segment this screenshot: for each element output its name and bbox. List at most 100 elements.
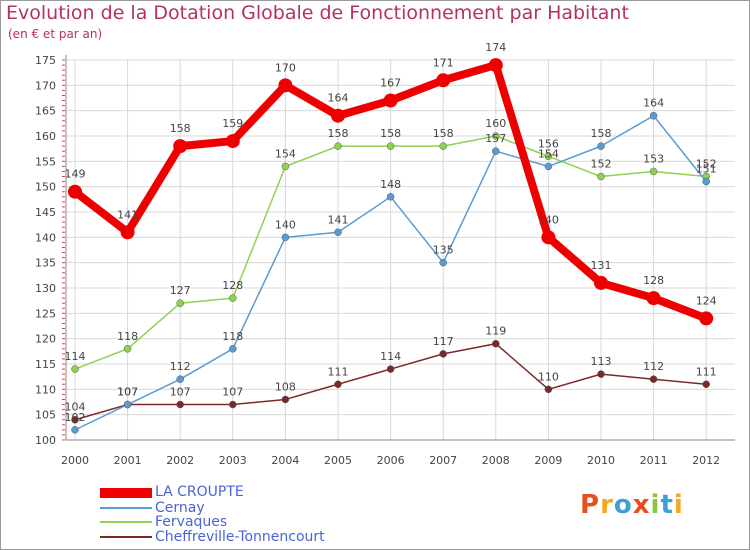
- x-tick-label: 2003: [219, 454, 247, 467]
- data-label: 113: [591, 355, 612, 368]
- data-label: 164: [328, 92, 349, 105]
- data-label: 114: [65, 350, 86, 363]
- legend-swatch-rect: [100, 521, 152, 523]
- data-point: [492, 147, 500, 155]
- data-label: 158: [380, 127, 401, 140]
- data-point: [544, 385, 553, 394]
- y-tick-label: 130: [35, 282, 56, 295]
- data-point: [281, 233, 290, 242]
- legend-label-la-croupte: LA CROUPTE: [155, 484, 244, 500]
- data-point: [541, 230, 556, 245]
- y-tick-label: 115: [35, 358, 56, 371]
- y-tick-label: 160: [35, 130, 56, 143]
- data-point: [281, 162, 290, 171]
- data-label: 174: [485, 41, 506, 54]
- x-tick-label: 2012: [692, 454, 720, 467]
- legend-label-fervaques: Fervaques: [155, 514, 228, 530]
- data-point: [123, 345, 132, 353]
- data-label: 104: [65, 401, 86, 414]
- data-label: 110: [538, 370, 559, 383]
- legend-swatch-fervaques: [100, 521, 152, 523]
- data-label: 111: [328, 365, 349, 378]
- chart-title: Evolution de la Dotation Globale de Fonc…: [6, 2, 629, 24]
- x-tick-label: 2001: [114, 454, 142, 467]
- data-label: 108: [275, 380, 296, 393]
- legend-label-cernay: Cernay: [155, 500, 205, 516]
- y-tick-label: 140: [35, 231, 56, 244]
- y-tick-label: 145: [35, 206, 56, 219]
- data-point: [492, 132, 500, 140]
- data-label: 117: [433, 335, 454, 348]
- data-point: [229, 345, 237, 353]
- data-point: [544, 152, 553, 161]
- data-label: 114: [380, 350, 401, 363]
- data-point: [702, 177, 710, 186]
- data-point: [225, 134, 240, 149]
- y-tick-label: 135: [35, 257, 56, 270]
- data-point: [436, 73, 451, 88]
- data-point: [120, 225, 135, 240]
- data-point: [176, 375, 184, 383]
- data-label: 112: [170, 360, 191, 373]
- data-point: [176, 299, 184, 307]
- data-label: 118: [222, 330, 243, 343]
- data-point: [281, 395, 290, 404]
- data-label: 112: [643, 360, 664, 373]
- y-tick-label: 100: [35, 434, 56, 447]
- logo-letter: t: [660, 490, 674, 520]
- data-point: [123, 400, 132, 409]
- data-point: [278, 78, 293, 93]
- legend-swatch-cheffreville-tonnencourt: [100, 536, 152, 538]
- data-point: [334, 380, 342, 389]
- data-point: [597, 370, 605, 378]
- data-label: 153: [643, 152, 664, 165]
- data-point: [68, 184, 82, 199]
- data-label: 119: [485, 325, 506, 338]
- data-point: [386, 142, 395, 150]
- data-point: [386, 365, 395, 373]
- logo-letter: i: [650, 490, 661, 520]
- data-point: [229, 294, 237, 302]
- data-point: [439, 258, 447, 267]
- legend-swatch-cernay: [100, 507, 152, 509]
- data-label: 157: [485, 132, 506, 145]
- legend-swatch-rect: [100, 507, 152, 509]
- data-point: [544, 162, 553, 171]
- data-point: [229, 400, 237, 409]
- data-point: [488, 58, 503, 73]
- data-point: [439, 350, 447, 358]
- data-label: 158: [170, 122, 191, 135]
- data-point: [702, 380, 710, 389]
- legend-swatch-rect: [100, 536, 152, 538]
- data-point: [176, 400, 184, 409]
- data-point: [334, 228, 342, 237]
- y-tick-label: 105: [35, 409, 56, 422]
- data-point: [646, 291, 661, 306]
- data-point: [173, 139, 188, 154]
- data-label: 128: [222, 279, 243, 292]
- x-tick-label: 2008: [482, 454, 510, 467]
- data-point: [594, 275, 608, 290]
- y-tick-label: 150: [35, 181, 56, 194]
- data-label: 140: [538, 213, 559, 226]
- x-tick-label: 2005: [324, 454, 352, 467]
- x-tick-label: 2002: [166, 454, 194, 467]
- data-label: 135: [433, 244, 454, 257]
- y-tick-label: 170: [35, 79, 56, 92]
- data-label: 107: [222, 386, 243, 399]
- legend-swatch-rect: [100, 488, 152, 498]
- data-point: [331, 108, 345, 123]
- data-label: 170: [275, 61, 296, 74]
- x-tick-label: 2004: [271, 454, 299, 467]
- data-point: [383, 93, 398, 108]
- y-tick-label: 175: [35, 54, 56, 67]
- data-label: 141: [328, 213, 349, 226]
- data-point: [334, 142, 342, 150]
- data-point: [699, 311, 714, 326]
- data-label: 141: [117, 208, 138, 221]
- chart-subtitle: (en € et par an): [8, 27, 103, 41]
- proxiti-logo: Proxiti: [580, 490, 684, 520]
- data-label: 149: [65, 168, 86, 181]
- data-label: 158: [433, 127, 454, 140]
